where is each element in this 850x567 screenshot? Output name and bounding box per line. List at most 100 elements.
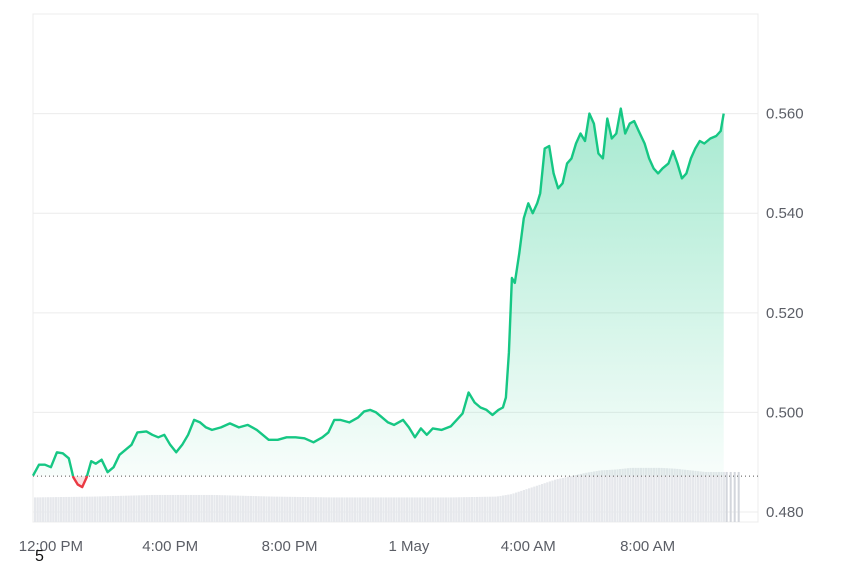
volume-bar (715, 471, 718, 522)
volume-bar (569, 476, 572, 522)
volume-bar (182, 494, 185, 522)
y-tick-label: 0.520 (766, 305, 804, 322)
volume-bar (333, 497, 336, 522)
volume-bar (629, 467, 632, 522)
volume-bar (101, 496, 104, 522)
volume-bar (642, 467, 645, 522)
volume-bar (34, 497, 37, 522)
volume-bar (73, 496, 76, 522)
volume-bar (351, 497, 354, 522)
volume-bar (239, 495, 242, 522)
volume-bar (668, 468, 671, 522)
volume-bar (247, 495, 250, 522)
volume-bar (403, 497, 406, 522)
volume-bar (96, 496, 99, 522)
volume-bar (369, 497, 372, 522)
volume-bar (613, 469, 616, 522)
volume-bar (195, 494, 198, 522)
volume-bar (374, 497, 377, 522)
volume-bar (704, 471, 707, 522)
volume-bar (593, 471, 596, 522)
volume-bar (283, 496, 286, 522)
volume-bar (119, 495, 122, 522)
volume-bar (707, 471, 710, 522)
x-tick-label: 4:00 AM (501, 538, 556, 555)
volume-bar (86, 496, 89, 522)
volume-bar (470, 497, 473, 522)
volume-bar (424, 497, 427, 522)
volume-bar (723, 471, 726, 522)
volume-bar (231, 495, 234, 522)
volume-bar (200, 494, 203, 522)
volume-bar (639, 467, 642, 522)
volume-bar (242, 495, 245, 522)
volume-bar (517, 491, 520, 522)
volume-bar (335, 497, 338, 522)
volume-bar (187, 494, 190, 522)
volume-bar (379, 497, 382, 522)
volume-bar (530, 487, 533, 522)
volume-bar (49, 497, 52, 522)
volume-bar (60, 497, 63, 522)
volume-bar (54, 497, 57, 522)
volume-bar (372, 497, 375, 522)
volume-bar (582, 473, 585, 522)
volume-bar (52, 497, 55, 522)
volume-bar (169, 494, 172, 522)
volume-bar (546, 482, 549, 522)
volume-bar (377, 497, 380, 522)
volume-bar (270, 496, 273, 522)
volume-bar (117, 495, 120, 522)
volume-bar (535, 485, 538, 522)
volume-bar (288, 496, 291, 522)
volume-bar (421, 497, 424, 522)
volume-bar (541, 484, 544, 522)
volume-bar (229, 495, 232, 522)
volume-bar (47, 497, 50, 522)
volume-bar (210, 494, 213, 522)
volume-bar (689, 470, 692, 522)
volume-bar (390, 497, 393, 522)
volume-bar (177, 494, 180, 522)
x-tick-label: 12:00 PM (19, 538, 83, 555)
volume-bar (218, 495, 221, 522)
volume-bar (398, 497, 401, 522)
volume-bar (161, 494, 164, 522)
volume-bar (463, 497, 466, 522)
volume-bar (385, 497, 388, 522)
volume-bar (382, 497, 385, 522)
page-number: 5 (35, 548, 44, 565)
volume-bar (595, 471, 598, 522)
volume-bar (533, 486, 536, 522)
volume-bar (156, 494, 159, 522)
volume-bar (296, 496, 299, 522)
volume-bar (512, 493, 515, 522)
volume-bar (109, 496, 112, 522)
volume-bar (725, 471, 728, 522)
volume-bar (665, 468, 668, 522)
volume-bar (36, 497, 39, 522)
volume-bar (574, 475, 577, 522)
volume-bar (522, 490, 525, 522)
volume-bar (681, 469, 684, 522)
volume-bar (138, 495, 141, 522)
volume-bar (590, 471, 593, 522)
volume-bar (330, 497, 333, 522)
volume-bar (608, 469, 611, 522)
volume-bar (491, 496, 494, 522)
volume-bar (400, 497, 403, 522)
volume-bar (192, 494, 195, 522)
volume-bar (697, 471, 700, 522)
volume-bar (325, 497, 328, 522)
volume-bar (320, 497, 323, 522)
volume-bar (624, 468, 627, 522)
volume-bar (476, 496, 479, 522)
price-line-up (31, 107, 725, 477)
volume-bar (504, 495, 507, 522)
volume-bar (213, 494, 216, 522)
volume-bar (600, 470, 603, 522)
volume-bar (278, 496, 281, 522)
volume-bar (184, 494, 187, 522)
volume-bar (57, 497, 60, 522)
